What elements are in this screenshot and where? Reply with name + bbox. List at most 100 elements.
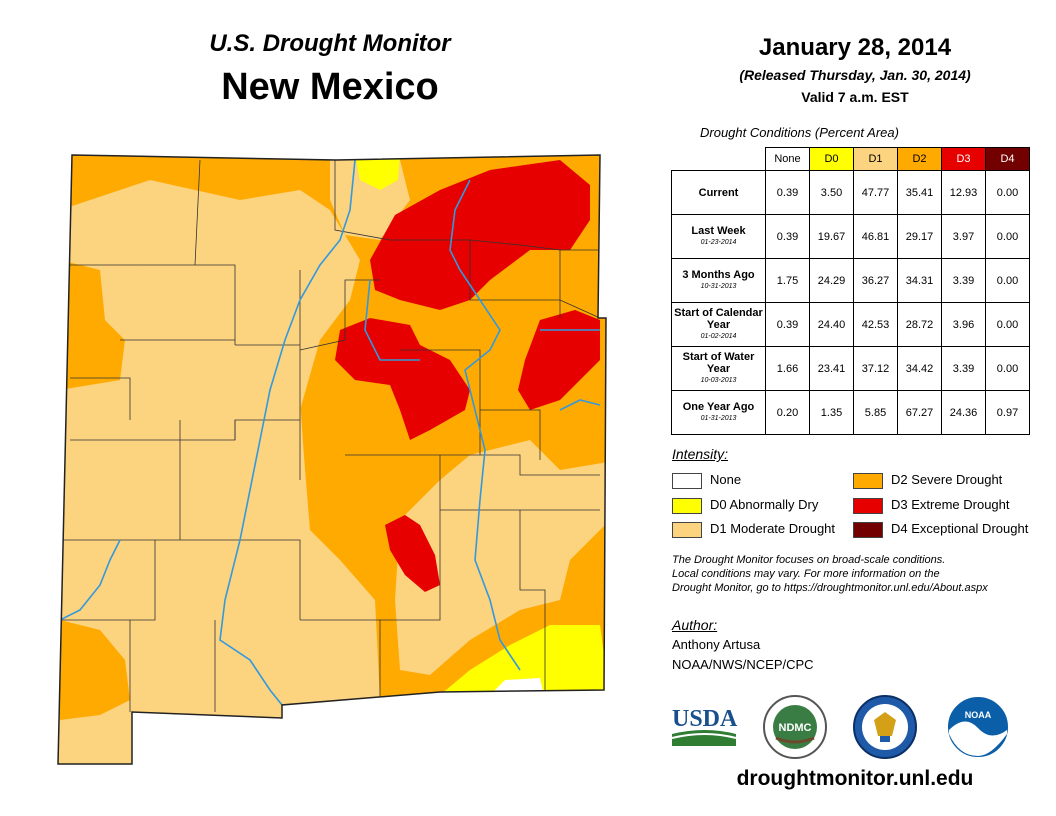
release-date: (Released Thursday, Jan. 30, 2014) xyxy=(739,67,971,83)
row-date: 01-23-2014 xyxy=(700,238,737,246)
row-date: 10-03-2013 xyxy=(700,376,737,384)
table-cell: 3.97 xyxy=(941,214,986,259)
valid-time: Valid 7 a.m. EST xyxy=(801,89,909,105)
noaa-logo: NOAA xyxy=(946,695,1010,759)
table-cell: 47.77 xyxy=(853,170,898,215)
col-header-none: None xyxy=(765,147,810,171)
row-label-text: 3 Months Ago xyxy=(682,268,755,281)
legend-swatch xyxy=(672,498,702,514)
table-cell: 3.96 xyxy=(941,302,986,347)
ndmc-logo-text: NDMC xyxy=(779,722,812,734)
table-cell: 5.85 xyxy=(853,390,898,435)
legend-label: D2 Severe Drought xyxy=(891,472,1003,487)
table-row: Current 0.39 3.50 47.77 35.41 12.93 0.00 xyxy=(671,170,1030,215)
table-cell: 24.29 xyxy=(809,258,854,303)
legend-swatch xyxy=(853,498,883,514)
row-label-text: Current xyxy=(698,186,739,199)
legend-swatch xyxy=(853,473,883,489)
table-cell: 0.00 xyxy=(985,214,1030,259)
d3-region-northeast xyxy=(370,160,590,310)
table-cell: 34.42 xyxy=(897,346,942,391)
table-cell: 24.40 xyxy=(809,302,854,347)
d3-region-east xyxy=(518,310,600,410)
note-line-2: Local conditions may vary. For more info… xyxy=(672,568,940,580)
table-cell: 34.31 xyxy=(897,258,942,303)
table-cell: 36.27 xyxy=(853,258,898,303)
legend-label: D4 Exceptional Drought xyxy=(891,521,1029,536)
table-cell: 35.41 xyxy=(897,170,942,215)
table-row: Start of Calendar Year 01-02-2014 0.39 24.4… xyxy=(671,302,1030,347)
table-cell: 3.50 xyxy=(809,170,854,215)
table-cell: 1.66 xyxy=(765,346,810,391)
map-date: January 28, 2014 xyxy=(758,34,952,61)
row-label: 3 Months Ago 10-31-2013 xyxy=(671,258,766,303)
row-label-text: Start of Calendar Year xyxy=(674,306,763,331)
legend-label: D3 Extreme Drought xyxy=(891,497,1010,512)
table-cell: 0.00 xyxy=(985,258,1030,303)
table-cell: 42.53 xyxy=(853,302,898,347)
table-cell: 1.35 xyxy=(809,390,854,435)
row-label: One Year Ago 01-31-2013 xyxy=(671,390,766,435)
d0-region-north xyxy=(355,155,400,190)
row-label: Current xyxy=(671,170,766,215)
row-label-text: Start of Water Year xyxy=(682,350,755,375)
table-cell: 1.75 xyxy=(765,258,810,303)
table-header-row: None D0 D1 D2 D3 D4 xyxy=(672,147,1030,171)
commerce-seal-logo xyxy=(853,695,917,759)
noaa-logo-text: NOAA xyxy=(965,710,992,720)
table-cell: 67.27 xyxy=(897,390,942,435)
author-org: NOAA/NWS/NCEP/CPC xyxy=(672,657,814,672)
note-line-1: The Drought Monitor focuses on broad-sca… xyxy=(672,554,946,566)
state-outline xyxy=(57,154,607,765)
map-subtitle: U.S. Drought Monitor xyxy=(209,30,451,57)
drought-conditions-table: None D0 D1 D2 D3 D4 Current 0.39 3.50 47.77… xyxy=(671,147,1030,435)
table-cell: 0.97 xyxy=(985,390,1030,435)
usda-logo: USDA xyxy=(671,706,738,746)
table-cell: 28.72 xyxy=(897,302,942,347)
table-cell: 3.39 xyxy=(941,346,986,391)
d3-region-central xyxy=(335,318,470,440)
table-cell: 23.41 xyxy=(809,346,854,391)
table-row: One Year Ago 01-31-2013 0.20 1.35 5.85 67.27 2… xyxy=(671,390,1030,435)
col-header-d0: D0 xyxy=(809,147,854,171)
d0-region-southeast xyxy=(440,625,606,700)
state-title: New Mexico xyxy=(221,66,439,108)
table-cell: 24.36 xyxy=(941,390,986,435)
legend-label: D1 Moderate Drought xyxy=(710,521,836,536)
d1-region-interior xyxy=(60,250,335,712)
table-cell: 0.20 xyxy=(765,390,810,435)
row-date: 01-31-2013 xyxy=(700,414,737,422)
row-label: Start of Calendar Year 01-02-2014 xyxy=(671,302,766,347)
table-cell: 0.00 xyxy=(985,346,1030,391)
table-cell: 19.67 xyxy=(809,214,854,259)
table-cell: 0.00 xyxy=(985,170,1030,215)
table-cell: 3.39 xyxy=(941,258,986,303)
table-cell: 0.39 xyxy=(765,302,810,347)
legend-swatch xyxy=(853,522,883,538)
col-header-d2: D2 xyxy=(897,147,942,171)
legend-swatch xyxy=(672,522,702,538)
row-label-text: One Year Ago xyxy=(682,400,755,413)
table-cell: 46.81 xyxy=(853,214,898,259)
author-name: Anthony Artusa xyxy=(672,637,761,652)
table-cell: 0.39 xyxy=(765,170,810,215)
row-label: Last Week 01-23-2014 xyxy=(671,214,766,259)
table-cell: 12.93 xyxy=(941,170,986,215)
col-header-d3: D3 xyxy=(941,147,986,171)
d2-region-southwest xyxy=(60,620,130,720)
table-cell: 37.12 xyxy=(853,346,898,391)
d1-region-east xyxy=(460,470,545,610)
note-line-3: Drought Monitor, go to https://droughtmo… xyxy=(672,582,988,594)
table-corner xyxy=(672,148,766,171)
row-label: Start of Water Year 10-03-2013 xyxy=(671,346,766,391)
table-caption: Drought Conditions (Percent Area) xyxy=(700,125,899,140)
legend-title: Intensity: xyxy=(672,446,729,462)
table-row: Start of Water Year 10-03-2013 1.66 23.41 37… xyxy=(671,346,1030,391)
col-header-d1: D1 xyxy=(853,147,898,171)
row-date: 10-31-2013 xyxy=(700,282,737,290)
table-row: Last Week 01-23-2014 0.39 19.67 46.81 29.17 3.… xyxy=(671,214,1030,259)
table-cell: 29.17 xyxy=(897,214,942,259)
table-row: 3 Months Ago 10-31-2013 1.75 24.29 36.27 34.3… xyxy=(671,258,1030,303)
website-url[interactable]: droughtmonitor.unl.edu xyxy=(736,767,974,790)
drought-map xyxy=(57,154,607,765)
